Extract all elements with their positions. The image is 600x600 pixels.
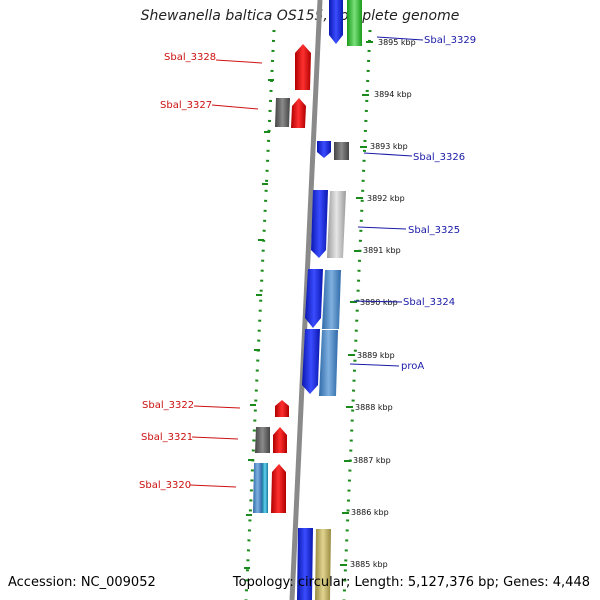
kbp-tick-label: 3891 kbp <box>363 246 401 255</box>
gene-proa-steel <box>319 330 338 396</box>
accession-text: Accession: NC_009052 <box>8 575 156 590</box>
gene-label-sbal-3328: Sbal_3328 <box>164 52 216 63</box>
gene-sbal-3324-steel <box>322 270 341 329</box>
gene-proa-blue <box>302 329 320 394</box>
gene-sbal-3328-red <box>295 44 311 90</box>
gene-bottom-blue <box>297 528 313 600</box>
gene-sbal-3324-blue <box>305 269 323 328</box>
kbp-tick-label: 3894 kbp <box>374 90 412 99</box>
gene-label-sbal-3327: Sbal_3327 <box>160 100 212 111</box>
gene-sbal-3329-green <box>347 0 362 46</box>
kbp-tick-label: 3885 kbp <box>350 560 388 569</box>
gene-label-sbal-3321: Sbal_3321 <box>141 432 193 443</box>
gene-sbal-3327-red <box>291 98 306 128</box>
gene-label-sbal-3326: Sbal_3326 <box>413 152 465 163</box>
gene-label-sbal-3322: Sbal_3322 <box>142 400 194 411</box>
right-track-dashes <box>340 41 373 566</box>
gene-bottom-khaki <box>315 529 331 600</box>
left-track-dashes <box>244 79 274 569</box>
genome-summary-text: Topology: circular; Length: 5,127,376 bp… <box>232 575 590 590</box>
gene-label-sbal-3329: Sbal_3329 <box>424 35 476 46</box>
kbp-tick-label: 3886 kbp <box>351 508 389 517</box>
gene-sbal-3322-red <box>275 400 289 417</box>
gene-sbal-3320-red <box>271 464 286 513</box>
gene-sbal-3320-steel <box>253 463 262 513</box>
reverse-genes <box>297 0 362 600</box>
gene-sbal-3327-grey <box>275 98 290 127</box>
gene-label-sbal-3320: Sbal_3320 <box>139 480 191 491</box>
kbp-tick-label: 3888 kbp <box>355 403 393 412</box>
gene-label-proa: proA <box>401 361 424 372</box>
gene-sbal-3321-grey <box>255 427 270 453</box>
kbp-tick-label: 3893 kbp <box>370 142 408 151</box>
gene-sbal-3325-silver <box>327 191 346 258</box>
left-gene-labels: Sbal_3328 Sbal_3327 Sbal_3322 Sbal_3321 … <box>139 52 263 491</box>
kbp-tick-labels: 3895 kbp 3894 kbp 3893 kbp 3892 kbp 3891… <box>350 38 416 569</box>
kbp-tick-label: 3887 kbp <box>353 456 391 465</box>
gene-sbal-3326-grey <box>334 142 349 160</box>
right-gene-labels: Sbal_3329 Sbal_3326 Sbal_3325 Sbal_3324 … <box>349 35 476 372</box>
gene-label-sbal-3325: Sbal_3325 <box>408 225 460 236</box>
kbp-tick-label: 3892 kbp <box>367 194 405 203</box>
gene-sbal-3326-blue <box>317 141 331 158</box>
kbp-tick-label: 3890 kbp <box>360 298 398 307</box>
forward-genes <box>253 44 311 513</box>
genome-backbone <box>289 0 323 600</box>
gene-sbal-3321-red <box>273 427 287 453</box>
gene-sbal-3329-blue <box>329 0 343 44</box>
kbp-tick-label: 3889 kbp <box>357 351 395 360</box>
map-title: Shewanella baltica OS155, complete genom… <box>140 8 460 24</box>
gene-sbal-3325-blue <box>311 190 328 258</box>
gene-sbal-3320-cyan <box>262 463 268 513</box>
kbp-tick-label: 3895 kbp <box>378 38 416 47</box>
gene-label-sbal-3324: Sbal_3324 <box>403 297 455 308</box>
